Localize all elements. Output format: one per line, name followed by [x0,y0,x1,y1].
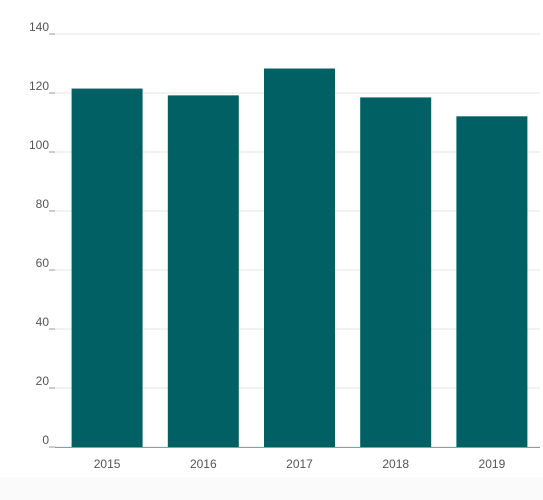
y-tick-label: 80 [36,197,50,211]
bars [71,68,528,448]
x-tick-label: 2017 [286,457,313,471]
x-tick-label: 2015 [94,457,121,471]
y-tick-label: 60 [36,256,50,270]
y-tick-label: 20 [36,374,50,388]
y-axis-ticks: 0 20 40 60 80 100 120 140 [29,20,55,448]
y-tick-label: 40 [36,315,50,329]
y-tick-label: 120 [29,79,49,93]
bar-2016[interactable] [167,95,239,448]
bar-2015[interactable] [71,88,143,447]
bottom-band [0,477,543,500]
bar-2019[interactable] [456,116,528,448]
x-tick-label: 2016 [190,457,217,471]
bar-2017[interactable] [264,68,335,447]
y-tick-label: 100 [29,138,49,152]
x-axis-ticks: 2015 2016 2017 2018 2019 [94,457,506,471]
x-tick-label: 2019 [479,457,506,471]
bar-2018[interactable] [360,97,432,448]
y-tick-label: 140 [29,20,49,34]
x-tick-label: 2018 [382,457,409,471]
y-tick-label: 0 [42,433,49,447]
